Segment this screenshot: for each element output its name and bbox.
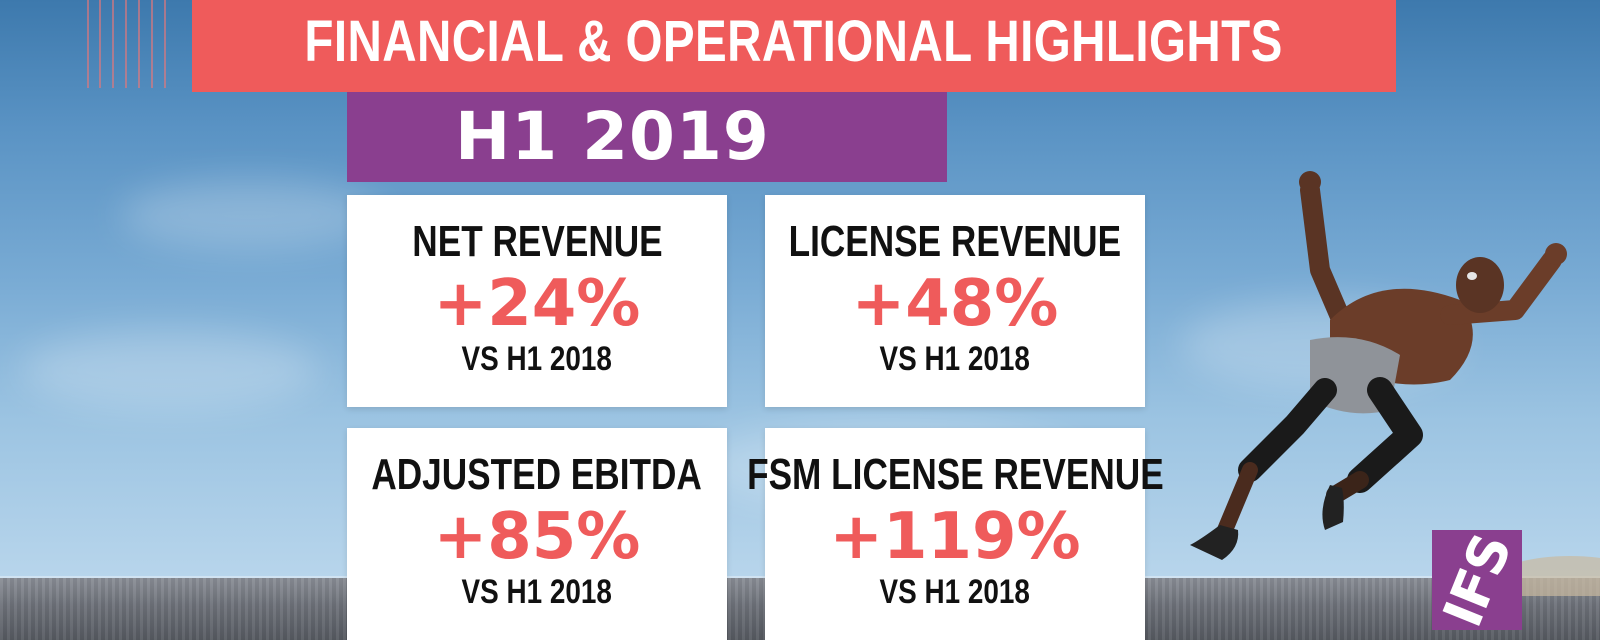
cloud — [20, 330, 320, 410]
kpi-label: ADJUSTED EBITDA — [371, 450, 703, 499]
decorative-lines — [87, 0, 166, 88]
kpi-comparison: VS H1 2018 — [879, 340, 1031, 378]
kpi-value: +48% — [851, 267, 1059, 341]
cloud — [120, 180, 380, 250]
kpi-card-license-revenue: LICENSE REVENUE +48% VS H1 2018 — [765, 195, 1145, 407]
period-banner: H1 2019 — [347, 92, 947, 182]
kpi-label: FSM LICENSE REVENUE — [746, 450, 1164, 499]
kpi-card-fsm-license-revenue: FSM LICENSE REVENUE +119% VS H1 2018 — [747, 428, 1163, 640]
page-title: FINANCIAL & OPERATIONAL HIGHLIGHTS — [304, 8, 1284, 74]
company-logo: IFS — [1432, 530, 1522, 630]
title-banner: FINANCIAL & OPERATIONAL HIGHLIGHTS — [192, 0, 1396, 92]
period-label: H1 2019 — [455, 98, 770, 175]
kpi-value: +85% — [433, 500, 641, 574]
kpi-label: LICENSE REVENUE — [788, 217, 1122, 266]
kpi-value: +119% — [829, 500, 1081, 574]
kpi-card-adjusted-ebitda: ADJUSTED EBITDA +85% VS H1 2018 — [347, 428, 727, 640]
kpi-comparison: VS H1 2018 — [461, 340, 613, 378]
kpi-comparison: VS H1 2018 — [461, 573, 613, 611]
kpi-label: NET REVENUE — [411, 217, 663, 266]
logo-text: IFS — [1432, 530, 1522, 630]
kpi-comparison: VS H1 2018 — [879, 573, 1031, 611]
sprinter-illustration — [1190, 171, 1567, 560]
kpi-card-net-revenue: NET REVENUE +24% VS H1 2018 — [347, 195, 727, 407]
kpi-value: +24% — [433, 267, 641, 341]
